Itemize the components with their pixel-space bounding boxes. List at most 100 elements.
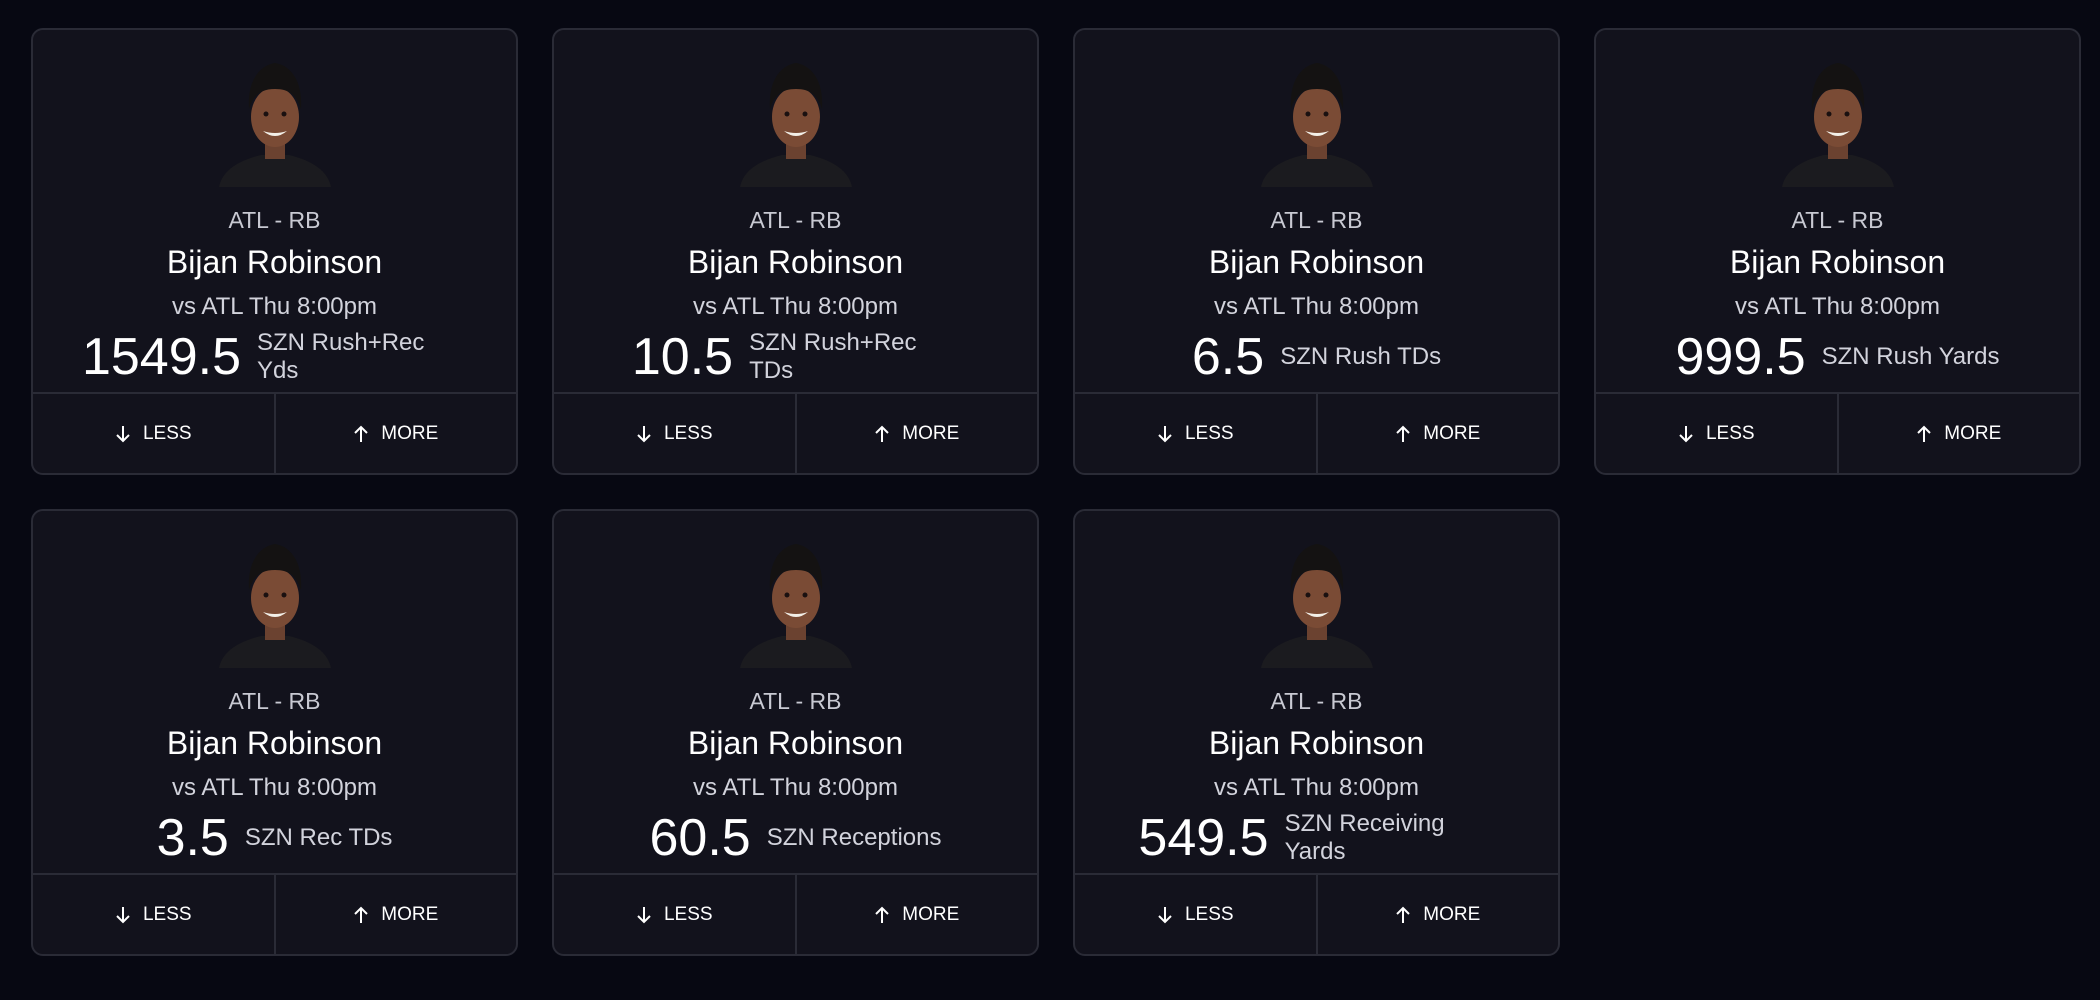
matchup: vs ATL Thu 8:00pm [1735,293,1940,320]
team-position: ATL - RB [228,688,321,714]
player-photo [1260,544,1373,668]
pick-buttons: LESS MORE [1075,392,1558,473]
card-info: ATL - RB Bijan Robinson vs ATL Thu 8:00pm 6… [1075,30,1558,392]
team-position: ATL - RB [749,207,842,233]
card-info: ATL - RB Bijan Robinson vs ATL Thu 8:00pm 1… [33,30,516,392]
prop-card: ATL - RB Bijan Robinson vs ATL Thu 8:00pm 9… [1594,28,2081,475]
player-name: Bijan Robinson [687,725,904,761]
less-label: LESS [1705,422,1755,444]
arrow-down [637,906,651,923]
less-button[interactable]: LESS [1596,394,1837,473]
line-row: 6.5 SZN Rush TDs [1192,321,1441,392]
player-photo [218,544,331,668]
line-row: 3.5 SZN Rec TDs [157,802,393,873]
less-button[interactable]: LESS [554,394,795,473]
arrow-down [1679,425,1693,442]
player-name: Bijan Robinson [1729,244,1946,280]
arrow-up [354,425,368,442]
less-button[interactable]: LESS [1075,875,1316,954]
arrow-up [875,906,889,923]
less-label: LESS [663,903,713,925]
less-label: LESS [142,903,192,925]
more-label: MORE [1944,422,2002,444]
pick-buttons: LESS MORE [1596,392,2079,473]
prop-card: ATL - RB Bijan Robinson vs ATL Thu 8:00pm 5… [1073,509,1560,956]
matchup: vs ATL Thu 8:00pm [693,293,898,320]
arrow-down [1158,906,1172,923]
player-photo [1260,63,1373,187]
less-button[interactable]: LESS [554,875,795,954]
team-position: ATL - RB [228,207,321,233]
card-info: ATL - RB Bijan Robinson vs ATL Thu 8:00pm 5… [1075,511,1558,873]
stat-type: SZN Receiving Yards [1284,809,1445,865]
card-info: ATL - RB Bijan Robinson vs ATL Thu 8:00pm 9… [1596,30,2079,392]
pick-buttons: LESS MORE [1075,873,1558,954]
line-value: 6.5 [1191,327,1265,386]
stat-type: SZN Rush TDs [1280,342,1442,370]
prop-card: ATL - RB Bijan Robinson vs ATL Thu 8:00pm 3… [31,509,518,956]
pick-buttons: LESS MORE [554,392,1037,473]
arrow-up [875,425,889,442]
prop-card: ATL - RB Bijan Robinson vs ATL Thu 8:00pm 1… [31,28,518,475]
more-button[interactable]: MORE [1315,875,1559,954]
matchup: vs ATL Thu 8:00pm [172,774,377,801]
stat-type: SZN Rush+Rec Yds [257,328,425,384]
prop-card: ATL - RB Bijan Robinson vs ATL Thu 8:00pm 6… [1073,28,1560,475]
stat-type: SZN Rush Yards [1821,342,2000,370]
card-info: ATL - RB Bijan Robinson vs ATL Thu 8:00pm 6… [554,511,1037,873]
more-button[interactable]: MORE [273,875,517,954]
less-button[interactable]: LESS [1075,394,1316,473]
more-button[interactable]: MORE [1836,394,2080,473]
player-name: Bijan Robinson [166,725,383,761]
player-photo [1781,63,1894,187]
line-value: 10.5 [631,327,734,386]
matchup: vs ATL Thu 8:00pm [693,774,898,801]
more-label: MORE [1423,903,1481,925]
pick-buttons: LESS MORE [33,392,516,473]
more-label: MORE [902,422,960,444]
more-button[interactable]: MORE [273,394,517,473]
player-photo [739,63,852,187]
line-value: 999.5 [1675,327,1806,386]
stat-type: SZN Rec TDs [244,823,393,851]
team-position: ATL - RB [1270,207,1363,233]
card-info: ATL - RB Bijan Robinson vs ATL Thu 8:00pm 1… [554,30,1037,392]
player-name: Bijan Robinson [1208,244,1425,280]
matchup: vs ATL Thu 8:00pm [1214,293,1419,320]
arrow-down [116,906,130,923]
player-photo [218,63,331,187]
line-row: 10.5 SZN Rush+Rec TDs [632,321,959,392]
player-name: Bijan Robinson [687,244,904,280]
arrow-up [354,906,368,923]
line-row: 549.5 SZN Receiving Yards [1138,802,1494,873]
player-name: Bijan Robinson [1208,725,1425,761]
arrow-down [637,425,651,442]
pick-buttons: LESS MORE [554,873,1037,954]
more-button[interactable]: MORE [794,394,1038,473]
more-label: MORE [902,903,960,925]
matchup: vs ATL Thu 8:00pm [1214,774,1419,801]
more-label: MORE [1423,422,1481,444]
pick-buttons: LESS MORE [33,873,516,954]
player-photo [739,544,852,668]
line-row: 60.5 SZN Receptions [650,802,942,873]
prop-card: ATL - RB Bijan Robinson vs ATL Thu 8:00pm 1… [552,28,1039,475]
less-label: LESS [663,422,713,444]
player-name: Bijan Robinson [166,244,383,280]
more-button[interactable]: MORE [1315,394,1559,473]
more-label: MORE [381,422,439,444]
line-row: 999.5 SZN Rush Yards [1676,321,2000,392]
more-button[interactable]: MORE [794,875,1038,954]
line-value: 3.5 [156,808,229,867]
stat-type: SZN Receptions [766,823,942,851]
less-label: LESS [1184,422,1234,444]
line-value: 60.5 [649,808,751,867]
less-button[interactable]: LESS [33,394,274,473]
arrow-up [1396,425,1410,442]
less-button[interactable]: LESS [33,875,274,954]
matchup: vs ATL Thu 8:00pm [172,293,377,320]
arrow-up [1917,425,1931,442]
line-value: 549.5 [1138,808,1269,867]
arrow-down [1158,425,1172,442]
